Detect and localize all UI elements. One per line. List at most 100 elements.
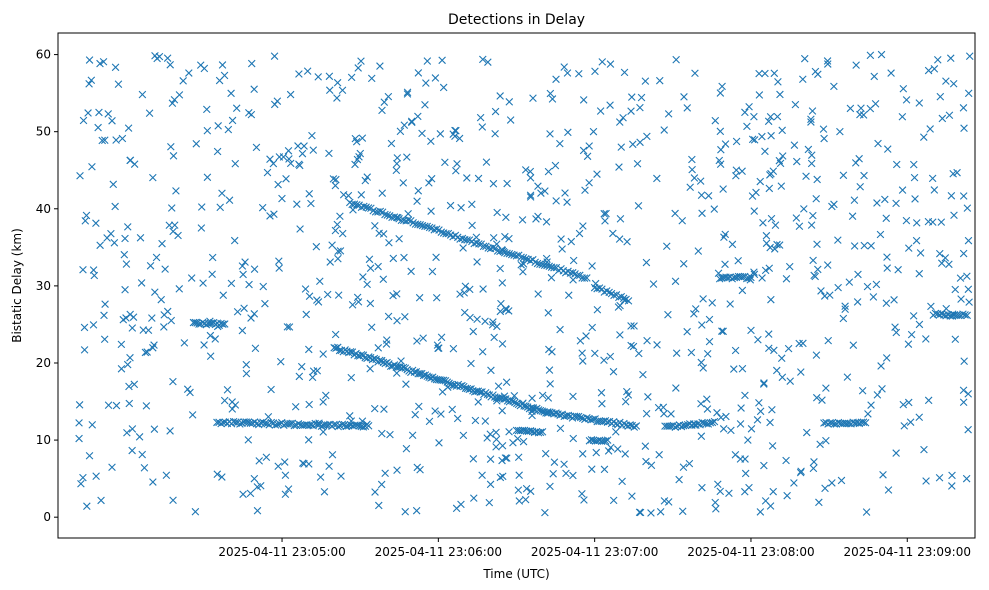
detection-point	[818, 396, 826, 404]
detection-point	[329, 175, 338, 183]
detection-point	[705, 315, 714, 324]
detection-point	[765, 264, 774, 273]
detection-point	[457, 203, 465, 212]
detection-point	[413, 197, 421, 205]
detection-point	[542, 254, 551, 263]
detection-point	[79, 473, 87, 482]
detection-point	[935, 249, 944, 258]
detection-point	[609, 229, 617, 238]
detection-point	[716, 89, 725, 97]
detection-point	[802, 428, 811, 437]
detection-point	[841, 305, 849, 313]
detection-point	[526, 193, 535, 201]
detection-point	[502, 378, 511, 387]
track-detection-point	[307, 421, 315, 429]
detection-point	[331, 181, 340, 190]
detection-point	[731, 346, 740, 355]
detection-point	[770, 346, 778, 355]
track-detection-point	[538, 260, 547, 269]
detection-point	[213, 147, 222, 156]
detection-point	[564, 128, 572, 137]
detection-point	[112, 136, 120, 144]
track-detection-point	[369, 206, 378, 215]
detection-point	[758, 274, 766, 282]
detection-point	[792, 214, 801, 222]
detection-point	[314, 298, 323, 306]
detection-point	[869, 293, 878, 301]
detection-point	[427, 207, 435, 215]
track-detection-point	[526, 257, 535, 265]
detection-point	[643, 336, 651, 345]
detection-point	[486, 430, 495, 438]
detection-point	[163, 54, 172, 62]
detection-point	[812, 194, 820, 203]
detection-point	[892, 449, 900, 457]
detection-point	[366, 264, 375, 272]
detection-point	[755, 69, 763, 78]
detection-point	[812, 393, 821, 402]
detection-point	[396, 127, 405, 136]
track-detection-point	[404, 216, 413, 224]
detection-point	[964, 89, 973, 98]
detection-point	[660, 126, 669, 134]
detection-point	[345, 412, 354, 420]
track-detection-point	[536, 260, 544, 269]
detection-point	[963, 204, 972, 212]
detection-point	[777, 354, 786, 363]
track-detection-point	[219, 320, 227, 329]
detection-point	[232, 104, 241, 112]
detection-point	[750, 207, 759, 215]
detection-point	[118, 134, 127, 143]
detection-point	[432, 293, 441, 302]
detection-point	[427, 137, 435, 146]
detection-point	[467, 359, 475, 368]
detection-point	[824, 336, 833, 345]
y-tick-label: 20	[36, 356, 51, 370]
detection-point	[385, 238, 393, 247]
detection-point	[947, 192, 956, 200]
detection-point	[834, 283, 842, 292]
detection-point	[130, 380, 139, 389]
detection-point	[644, 393, 652, 401]
detection-point	[750, 112, 758, 121]
detection-point	[528, 394, 536, 403]
detection-point	[912, 219, 921, 227]
y-tick-label: 30	[36, 279, 51, 293]
track-detection-point	[944, 311, 952, 319]
detection-point	[945, 260, 953, 269]
detection-point	[403, 88, 412, 97]
detection-point	[596, 107, 605, 115]
track-detection-point	[536, 428, 545, 437]
detection-point	[347, 73, 356, 82]
detection-point	[158, 239, 166, 248]
detection-point	[446, 201, 455, 210]
detection-point	[604, 447, 613, 455]
detection-point	[514, 486, 523, 494]
detection-point	[660, 497, 669, 505]
track-detection-point	[573, 271, 582, 280]
detection-point	[588, 262, 596, 270]
detection-point	[822, 436, 830, 445]
detection-point	[100, 335, 109, 344]
track-detection-point	[538, 428, 547, 436]
detection-point	[83, 502, 91, 510]
detection-point	[579, 96, 588, 104]
detection-point	[860, 171, 868, 180]
track-detection-point	[360, 202, 368, 211]
detection-point	[233, 307, 242, 316]
detection-point	[302, 310, 311, 319]
detection-point	[101, 300, 109, 308]
detection-point	[498, 340, 507, 348]
detection-point	[933, 56, 942, 64]
x-tick-label: 2025-04-11 23:08:00	[687, 545, 814, 559]
detection-point	[591, 67, 599, 76]
detection-point	[278, 194, 286, 203]
detection-point	[274, 462, 282, 471]
detection-point	[941, 254, 950, 262]
detection-point	[166, 61, 175, 69]
detection-point	[738, 364, 747, 373]
detection-point	[141, 348, 150, 357]
detection-point	[367, 74, 376, 83]
detection-point	[957, 295, 965, 303]
